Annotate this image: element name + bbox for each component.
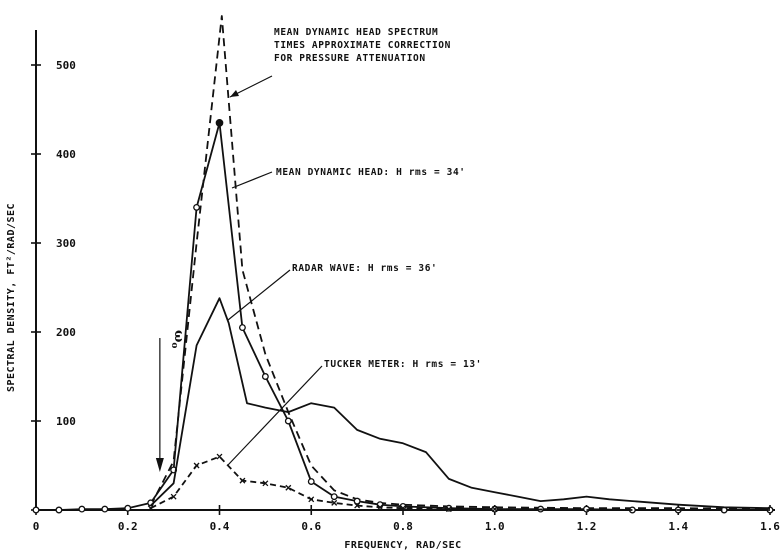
x-tick-label: 1.6 bbox=[760, 520, 780, 533]
series-tucker_meter-point bbox=[285, 484, 292, 491]
series-tucker_meter-point bbox=[170, 493, 177, 500]
leader-mean-dynamic-head bbox=[231, 171, 273, 189]
series-tucker_meter-point bbox=[239, 477, 246, 484]
omega-symbol: ω bbox=[171, 330, 186, 342]
series-mean_dynamic_head-point bbox=[353, 497, 361, 505]
y-axis-title: SPECTRAL DENSITY, FT²/RAD/SEC bbox=[6, 203, 17, 392]
x-tick-label: 0.6 bbox=[301, 520, 321, 533]
series-mean_dynamic_head-point bbox=[284, 417, 292, 425]
series-tucker_meter-point bbox=[331, 499, 338, 506]
series-mean_dynamic_head-point bbox=[307, 478, 315, 485]
y-ticks: 100 200 300 400 500 bbox=[31, 59, 76, 511]
series-layer bbox=[32, 15, 774, 514]
omega-arrow-head bbox=[155, 458, 164, 472]
omega-subscript: o bbox=[169, 342, 179, 348]
omega-label: ωo bbox=[169, 330, 186, 348]
leader-corrected-arrowhead bbox=[230, 90, 239, 97]
series-tucker_meter-point bbox=[262, 480, 269, 487]
y-tick-label: 300 bbox=[56, 237, 76, 250]
series-tucker_meter-line bbox=[150, 455, 770, 511]
annotation-corrected-line-2: TIMES APPROXIMATE CORRECTION bbox=[274, 40, 451, 51]
series-corrected-line bbox=[149, 15, 771, 510]
series-mean_dynamic_head-point bbox=[78, 505, 86, 513]
x-tick-label: 0.4 bbox=[210, 520, 230, 533]
series-tucker_meter-point bbox=[216, 453, 223, 460]
series-mean_dynamic_head-line bbox=[36, 122, 770, 511]
omega-o-marker: ωo bbox=[155, 330, 186, 472]
series-tucker_meter-point bbox=[308, 496, 315, 503]
y-tick-label: 100 bbox=[56, 415, 76, 428]
series-mean_dynamic_head-point bbox=[124, 504, 132, 512]
y-tick-label: 500 bbox=[56, 59, 76, 72]
series-mean_dynamic_head-point bbox=[55, 506, 63, 514]
y-tick-label: 400 bbox=[56, 148, 76, 161]
series-mean_dynamic_head-point bbox=[101, 505, 109, 513]
annotation-tucker-meter: TUCKER METER: H rms = 13' bbox=[324, 359, 482, 370]
annotation-corrected-line-1: MEAN DYNAMIC HEAD SPECTRUM bbox=[274, 27, 438, 38]
y-tick-label: 200 bbox=[56, 326, 76, 339]
series-tucker_meter-point bbox=[445, 506, 452, 513]
series-mean_dynamic_head-point bbox=[261, 373, 269, 380]
x-tick-label: 0 bbox=[33, 520, 40, 533]
series-tucker_meter-point bbox=[377, 504, 384, 511]
series-mean_dynamic_head-point bbox=[238, 324, 246, 331]
series-tucker_meter-point bbox=[354, 502, 361, 509]
series-mean_dynamic_head-point bbox=[193, 203, 201, 211]
annotations: MEAN DYNAMIC HEAD SPECTRUM TIMES APPROXI… bbox=[274, 27, 482, 370]
annotation-mean-dynamic-head: MEAN DYNAMIC HEAD: H rms = 34' bbox=[276, 167, 466, 178]
annotation-corrected: MEAN DYNAMIC HEAD SPECTRUM TIMES APPROXI… bbox=[274, 27, 451, 64]
annotation-radar-wave: RADAR WAVE: H rms = 36' bbox=[292, 263, 437, 274]
series-radar_wave-line bbox=[150, 297, 771, 510]
x-tick-label: 1.4 bbox=[668, 520, 688, 533]
x-tick-label: 1.0 bbox=[485, 520, 505, 533]
annotation-corrected-line-3: FOR PRESSURE ATTENUATION bbox=[274, 53, 426, 64]
series-mean_dynamic_head-point bbox=[32, 506, 40, 514]
series-tucker_meter-point bbox=[193, 462, 200, 469]
leader-radar-wave bbox=[227, 269, 291, 321]
series-mean_dynamic_head-point bbox=[330, 493, 338, 501]
series-mean_dynamic_head-point bbox=[215, 119, 224, 127]
x-axis-title: FREQUENCY, RAD/SEC bbox=[344, 540, 461, 551]
x-tick-label: 1.2 bbox=[577, 520, 597, 533]
x-tick-label: 0.2 bbox=[118, 520, 138, 533]
series-tucker_meter-point bbox=[400, 505, 406, 512]
x-tick-label: 0.8 bbox=[393, 520, 413, 533]
leader-tucker-meter bbox=[227, 365, 323, 466]
annotation-leaders bbox=[227, 75, 323, 466]
series-tucker_meter-point bbox=[491, 506, 498, 513]
series-tucker_meter-point bbox=[147, 505, 154, 512]
